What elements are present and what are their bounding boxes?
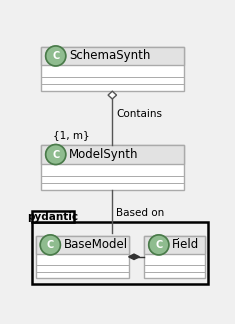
FancyBboxPatch shape: [144, 236, 204, 254]
Circle shape: [46, 145, 66, 165]
FancyBboxPatch shape: [144, 236, 204, 278]
FancyBboxPatch shape: [32, 222, 208, 284]
Text: C: C: [155, 240, 162, 250]
Text: C: C: [52, 51, 59, 61]
Polygon shape: [129, 254, 139, 260]
Circle shape: [40, 235, 60, 255]
Polygon shape: [108, 91, 117, 99]
FancyBboxPatch shape: [41, 47, 184, 65]
Text: C: C: [52, 149, 59, 159]
FancyBboxPatch shape: [35, 236, 129, 254]
Text: BaseModel: BaseModel: [63, 238, 128, 251]
Text: Contains: Contains: [116, 109, 162, 119]
FancyBboxPatch shape: [35, 236, 129, 278]
FancyBboxPatch shape: [32, 211, 74, 222]
Text: C: C: [47, 240, 54, 250]
FancyBboxPatch shape: [41, 145, 184, 190]
Text: pydantic: pydantic: [27, 212, 78, 222]
Text: ModelSynth: ModelSynth: [69, 148, 138, 161]
Text: SchemaSynth: SchemaSynth: [69, 50, 150, 63]
Text: Based on: Based on: [116, 208, 164, 218]
Text: Field: Field: [172, 238, 199, 251]
FancyBboxPatch shape: [41, 47, 184, 91]
Text: {1, m}: {1, m}: [53, 130, 89, 140]
FancyBboxPatch shape: [41, 145, 184, 164]
Circle shape: [46, 46, 66, 66]
Circle shape: [149, 235, 169, 255]
